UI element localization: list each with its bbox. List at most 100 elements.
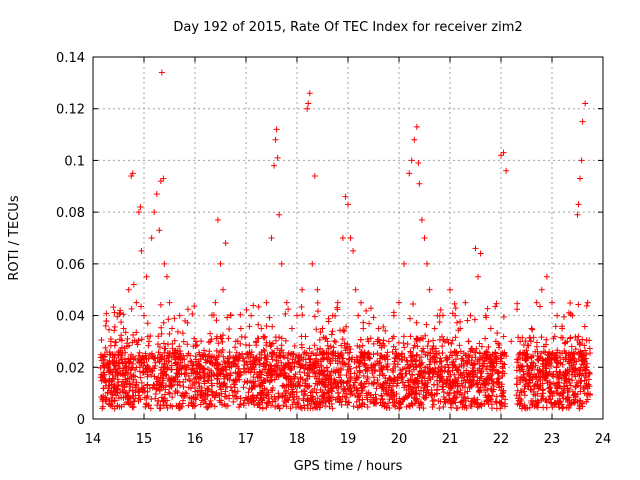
scatter-point	[499, 392, 506, 399]
scatter-point	[428, 392, 435, 399]
scatter-point	[267, 362, 274, 369]
scatter-point	[389, 349, 396, 356]
scatter-point	[234, 395, 241, 402]
scatter-point	[354, 404, 361, 411]
scatter-point	[477, 356, 484, 363]
scatter-point	[338, 379, 345, 386]
scatter-point	[249, 393, 256, 400]
scatter-point	[436, 319, 443, 326]
scatter-point	[577, 397, 584, 404]
scatter-point	[373, 395, 380, 402]
scatter-point	[389, 335, 396, 342]
scatter-point	[152, 354, 159, 361]
scatter-point	[392, 376, 399, 383]
scatter-point	[341, 328, 348, 335]
scatter-point	[316, 336, 323, 343]
scatter-point	[525, 383, 532, 390]
scatter-point	[259, 382, 266, 389]
scatter-point	[495, 369, 502, 376]
scatter-point	[144, 333, 151, 340]
scatter-point	[514, 300, 521, 307]
scatter-point	[214, 380, 221, 387]
scatter-point	[534, 400, 541, 407]
x-axis-ticks: 14 15 16 17 18 19 20 21 22 23 24	[85, 57, 611, 447]
scatter-point	[270, 350, 277, 357]
scatter-point	[139, 389, 146, 396]
scatter-point	[155, 398, 162, 405]
scatter-point	[457, 325, 464, 332]
scatter-point	[289, 401, 296, 408]
scatter-point	[290, 351, 297, 358]
scatter-point	[268, 402, 275, 409]
scatter-point	[472, 354, 479, 361]
scatter-point	[533, 299, 540, 306]
scatter-point	[452, 399, 459, 406]
scatter-points	[100, 69, 591, 391]
scatter-point	[285, 397, 292, 404]
scatter-point	[282, 392, 289, 399]
scatter-point	[176, 312, 183, 319]
scatter-point	[584, 299, 591, 306]
scatter-point	[345, 368, 352, 375]
scatter-point	[418, 216, 425, 223]
scatter-point	[540, 404, 547, 411]
scatter-point	[325, 398, 332, 405]
scatter-point	[255, 381, 262, 388]
scatter-point	[567, 382, 574, 389]
scatter-point	[296, 368, 303, 375]
scatter-point	[379, 385, 386, 392]
scatter-point	[118, 319, 125, 326]
scatter-point	[219, 346, 226, 353]
scatter-point	[113, 357, 120, 364]
scatter-point	[218, 397, 225, 404]
scatter-point	[256, 368, 263, 375]
scatter-point	[346, 343, 353, 350]
scatter-point	[129, 170, 136, 177]
scatter-point	[236, 401, 243, 408]
scatter-point	[243, 351, 249, 358]
scatter-point	[122, 329, 129, 336]
scatter-point	[128, 305, 135, 312]
scatter-point	[135, 352, 142, 359]
scatter-point	[172, 374, 179, 381]
scatter-point	[354, 374, 361, 381]
scatter-point	[336, 353, 343, 360]
scatter-point	[514, 387, 521, 394]
scatter-point	[176, 343, 183, 350]
scatter-point	[503, 167, 510, 174]
scatter-point	[123, 365, 130, 372]
scatter-point	[416, 357, 423, 364]
scatter-point	[371, 400, 378, 407]
scatter-point	[478, 373, 485, 380]
scatter-point	[110, 366, 117, 373]
scatter-point	[289, 391, 296, 398]
scatter-point	[430, 381, 437, 388]
x-axis-label: GPS time / hours	[294, 459, 403, 474]
scatter-point	[180, 383, 187, 390]
scatter-point	[118, 394, 125, 401]
scatter-point	[488, 401, 495, 408]
scatter-point	[549, 299, 555, 306]
scatter-point	[273, 126, 280, 133]
scatter-point	[353, 398, 360, 405]
scatter-point	[220, 381, 227, 388]
scatter-point	[462, 384, 469, 391]
scatter-point	[342, 361, 349, 368]
y-tick-label: 0.04	[56, 310, 85, 325]
scatter-point	[334, 299, 341, 306]
scatter-point	[307, 355, 314, 362]
scatter-point	[408, 352, 415, 359]
scatter-point	[469, 347, 476, 354]
scatter-point	[527, 338, 534, 345]
scatter-point	[186, 377, 193, 384]
scatter-point	[236, 371, 243, 378]
scatter-point	[500, 313, 507, 320]
scatter-point	[161, 368, 168, 375]
scatter-point	[304, 375, 311, 382]
scatter-point	[387, 392, 394, 399]
scatter-point	[423, 389, 430, 396]
scatter-point	[189, 402, 196, 409]
scatter-point	[348, 388, 355, 395]
scatter-point	[241, 358, 248, 365]
scatter-point	[269, 323, 276, 330]
